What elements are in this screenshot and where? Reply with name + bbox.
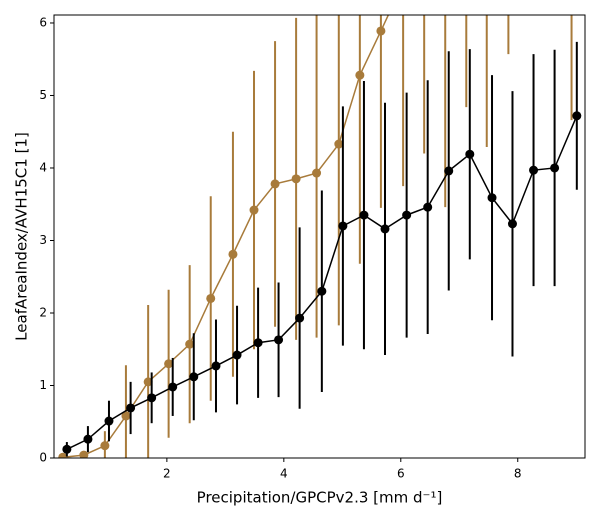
point [83,434,93,444]
point [79,450,89,458]
x-axis-label: Precipitation/GPCPv2.3 [mm d⁻¹] [197,489,443,507]
point [274,335,284,345]
point [550,163,560,173]
point [317,286,327,296]
point [402,210,412,220]
point [529,165,539,175]
point [359,210,369,220]
point [211,361,221,371]
point [253,338,263,348]
y-tick-label: 6 [39,15,47,29]
point [355,70,365,80]
point [334,139,344,149]
point [58,452,68,458]
y-tick-label: 5 [39,88,47,102]
point [62,444,72,454]
point [249,205,259,215]
point [487,193,497,203]
point [270,179,280,189]
point [312,168,322,178]
point [295,313,305,323]
point [168,382,178,392]
axes-frame [53,14,586,459]
y-tick-label: 3 [39,233,47,247]
point [423,202,433,212]
y-axis-label: LeafAreaIndex/AVH15C1 [1] [13,132,31,341]
x-tick-label: 2 [163,467,171,481]
point [291,174,301,184]
point [441,0,450,9]
point [121,411,131,421]
point [572,111,582,121]
point [465,149,475,159]
x-tick-label: 4 [280,467,288,481]
point [189,372,199,382]
plot-area [58,0,582,458]
point [143,377,153,387]
point [228,249,238,259]
y-tick-label: 0 [39,451,47,465]
x-tick-label: 8 [514,467,522,481]
point [104,416,114,426]
point [507,219,517,229]
point [147,393,157,403]
point [206,293,216,303]
point [338,221,348,231]
y-tick-label: 2 [39,305,47,319]
point [376,26,386,36]
point [126,403,136,413]
point [380,224,390,234]
x-tick-label: 6 [397,467,405,481]
y-tick-label: 1 [39,378,47,392]
point [232,350,242,360]
point [164,359,174,369]
y-tick-label: 4 [39,160,47,174]
point [100,441,110,451]
point [444,166,454,176]
point [185,339,195,349]
